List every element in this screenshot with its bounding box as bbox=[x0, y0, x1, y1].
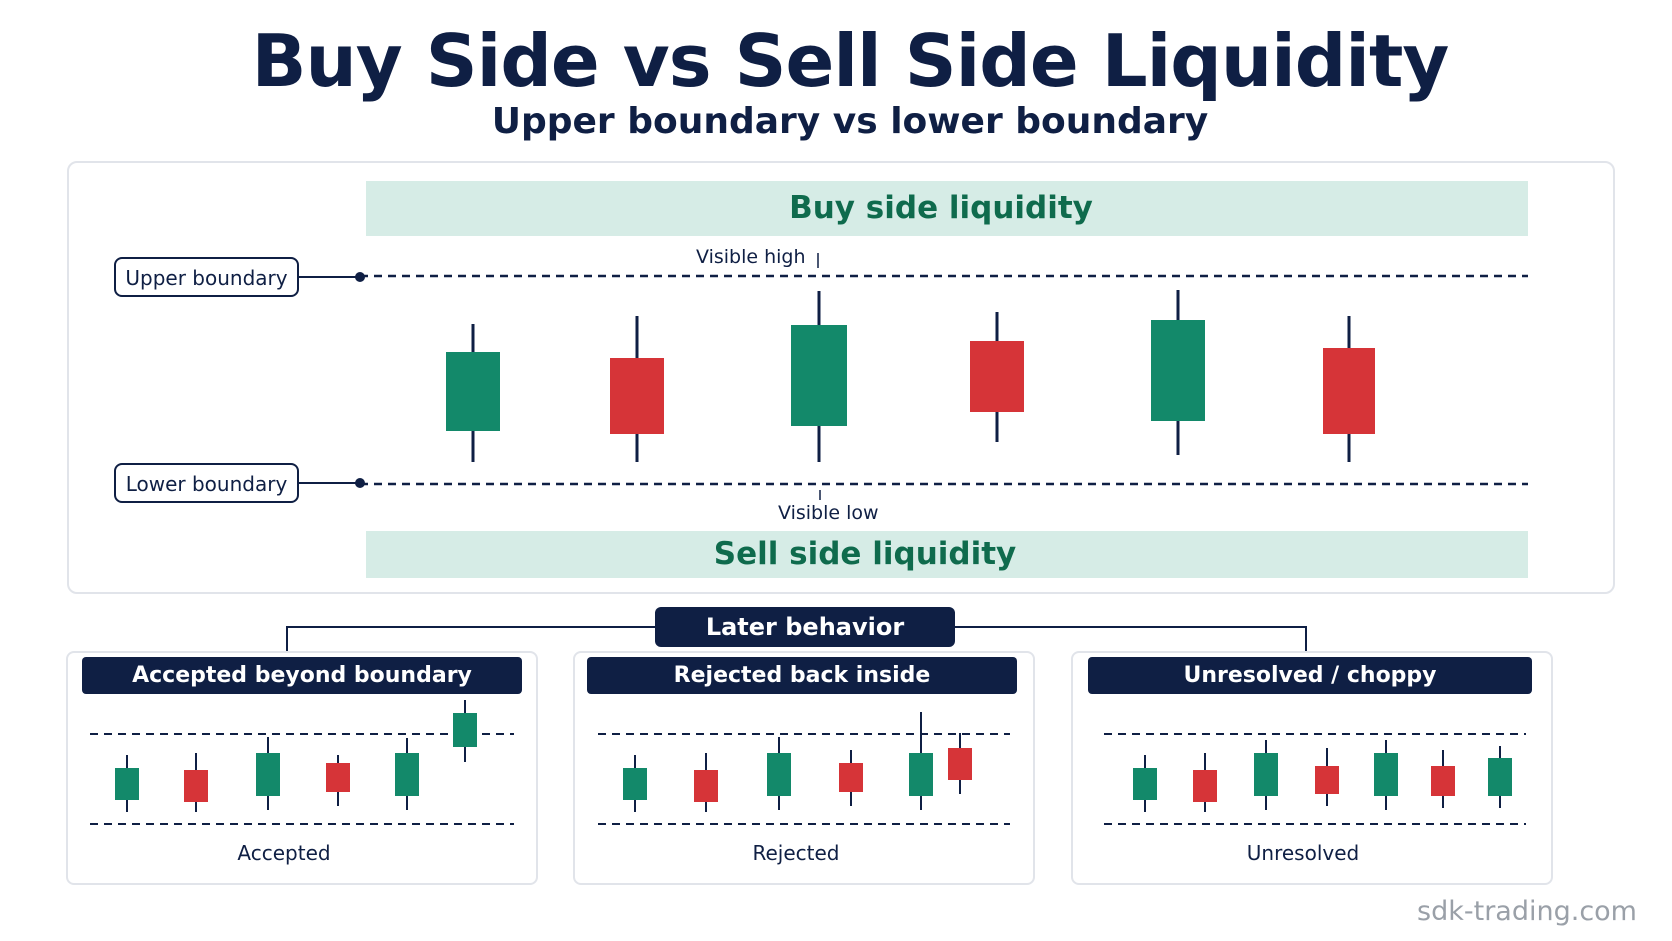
main-candle-5 bbox=[1151, 290, 1205, 455]
rejected-caption: Rejected bbox=[752, 841, 840, 865]
main-candle-6-body bbox=[1323, 348, 1375, 434]
scenario-candle-9-body bbox=[767, 753, 791, 796]
buy-side-liquidity-label: Buy side liquidity bbox=[789, 190, 1093, 226]
scenario-candle-9 bbox=[767, 737, 791, 810]
scenario-candle-13 bbox=[1133, 755, 1157, 812]
scenario-candles bbox=[115, 700, 1512, 812]
unresolved-header: Unresolved / choppy bbox=[1088, 657, 1532, 694]
scenario-candle-11-body bbox=[909, 753, 933, 796]
scenario-candle-12-body bbox=[948, 748, 972, 780]
main-candle-2 bbox=[610, 316, 664, 462]
scenario-candle-17 bbox=[1374, 740, 1398, 810]
scenario-candle-11 bbox=[909, 712, 933, 810]
scenario-candle-14-body bbox=[1193, 770, 1217, 802]
main-candle-1 bbox=[446, 324, 500, 462]
watermark: sdk-trading.com bbox=[1417, 896, 1637, 927]
main-candle-3-body bbox=[791, 325, 847, 426]
lower-boundary-label: Lower boundary bbox=[114, 463, 299, 503]
later-behavior-connector bbox=[286, 626, 1307, 651]
main-candle-4-body bbox=[970, 341, 1024, 412]
main-candle-1-body bbox=[446, 352, 500, 431]
main-candle-2-body bbox=[610, 358, 664, 434]
scenario-candle-5 bbox=[395, 738, 419, 810]
main-candle-3 bbox=[791, 291, 847, 462]
main-candle-4 bbox=[970, 312, 1024, 442]
scenario-candle-15 bbox=[1254, 740, 1278, 810]
scenario-candle-1-body bbox=[115, 768, 139, 800]
scenario-candle-6 bbox=[453, 700, 477, 762]
scenario-candle-16-body bbox=[1315, 766, 1339, 794]
scenario-candle-19 bbox=[1488, 746, 1512, 808]
upper-boundary-label: Upper boundary bbox=[114, 257, 299, 297]
main-candle-5-body bbox=[1151, 320, 1205, 421]
later-behavior-badge: Later behavior bbox=[655, 607, 955, 647]
scenario-candle-18 bbox=[1431, 750, 1455, 808]
scenario-candle-4 bbox=[326, 755, 350, 806]
scenario-candle-17-body bbox=[1374, 753, 1398, 796]
scenario-candle-7-body bbox=[623, 768, 647, 800]
sell-side-liquidity-label: Sell side liquidity bbox=[713, 536, 1017, 572]
scenario-candle-16 bbox=[1315, 748, 1339, 806]
scenario-candle-5-body bbox=[395, 753, 419, 796]
visible-low-label: Visible low bbox=[778, 502, 879, 524]
scenario-candle-3-body bbox=[256, 753, 280, 796]
scenario-candle-19-body bbox=[1488, 758, 1512, 796]
main-candle-6 bbox=[1323, 316, 1375, 462]
visible-high-label: Visible high bbox=[696, 246, 806, 268]
accepted-caption: Accepted bbox=[237, 841, 331, 865]
sell-side-liquidity-band: Sell side liquidity bbox=[366, 531, 1528, 578]
scenario-candle-10-body bbox=[839, 763, 863, 792]
scenario-candle-2 bbox=[184, 753, 208, 812]
scenario-candle-18-body bbox=[1431, 766, 1455, 796]
scenario-candle-2-body bbox=[184, 770, 208, 802]
scenario-candle-3 bbox=[256, 737, 280, 810]
scenario-candle-15-body bbox=[1254, 753, 1278, 796]
scenario-candle-8-body bbox=[694, 770, 718, 802]
scenario-candle-6-body bbox=[453, 713, 477, 747]
scenario-candle-13-body bbox=[1133, 768, 1157, 800]
main-candles bbox=[446, 290, 1375, 462]
page-subtitle: Upper boundary vs lower boundary bbox=[491, 101, 1209, 142]
unresolved-caption: Unresolved bbox=[1246, 841, 1360, 865]
scenario-candle-4-body bbox=[326, 763, 350, 792]
accepted-header: Accepted beyond boundary bbox=[82, 657, 522, 694]
scenario-candle-8 bbox=[694, 753, 718, 812]
rejected-header: Rejected back inside bbox=[587, 657, 1017, 694]
scenario-candle-1 bbox=[115, 755, 139, 812]
scenario-candle-12 bbox=[948, 733, 972, 794]
page-title: Buy Side vs Sell Side Liquidity bbox=[251, 19, 1450, 103]
buy-side-liquidity-band: Buy side liquidity bbox=[366, 181, 1528, 236]
scenario-candle-10 bbox=[839, 750, 863, 806]
scenario-candle-7 bbox=[623, 755, 647, 812]
scenario-candle-14 bbox=[1193, 753, 1217, 812]
